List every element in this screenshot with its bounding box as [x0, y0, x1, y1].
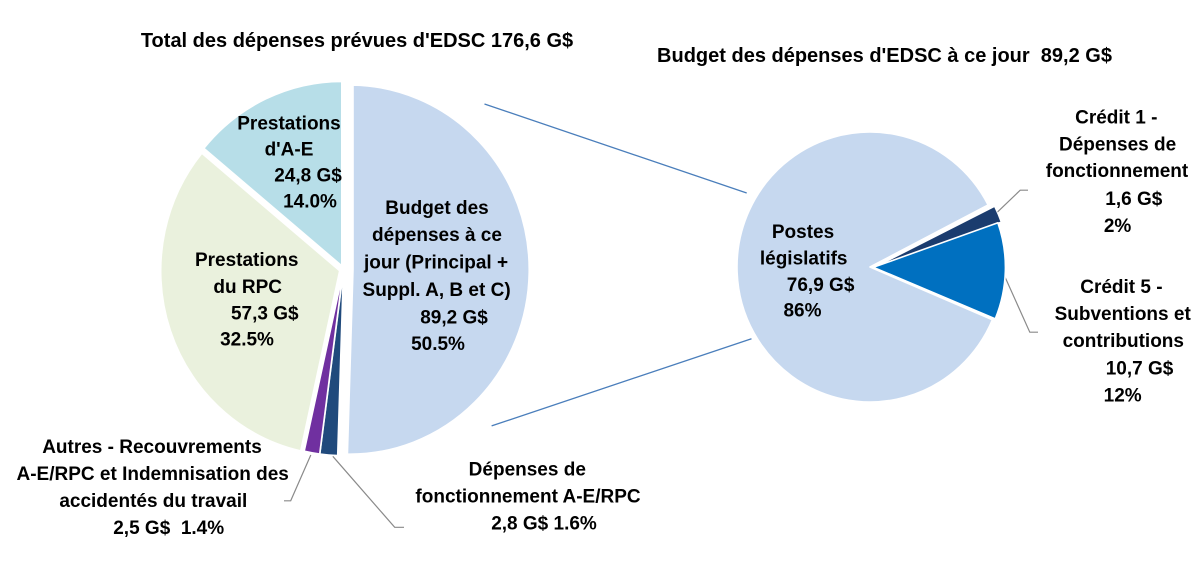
- svg-text:89,2 G$: 89,2 G$: [420, 308, 488, 329]
- svg-text:Autres - Recouvrements: Autres - Recouvrements: [42, 437, 262, 458]
- svg-text:Budget des: Budget des: [385, 198, 488, 219]
- svg-text:Prestations: Prestations: [237, 114, 340, 135]
- svg-text:Total des dépenses prévues d'E: Total des dépenses prévues d'EDSC 176,6 …: [141, 30, 573, 52]
- svg-text:Suppl. A, B et C): Suppl. A, B et C): [363, 280, 511, 301]
- svg-text:Crédit 1 -: Crédit 1 -: [1075, 107, 1157, 128]
- svg-text:76,9 G$: 76,9 G$: [787, 275, 855, 296]
- svg-text:14.0%: 14.0%: [283, 192, 337, 213]
- svg-text:10,7 G$: 10,7 G$: [1106, 359, 1174, 380]
- svg-text:Prestations: Prestations: [195, 250, 298, 271]
- svg-text:accidentés du travail: accidentés du travail: [59, 491, 247, 512]
- svg-text:législatifs: législatifs: [760, 248, 848, 269]
- svg-text:1,6 G$: 1,6 G$: [1105, 189, 1162, 210]
- svg-text:du RPC: du RPC: [213, 277, 282, 298]
- svg-text:12%: 12%: [1104, 386, 1142, 407]
- svg-text:Budget des dépenses d'EDSC à c: Budget des dépenses d'EDSC à ce jour 89,…: [657, 45, 1112, 67]
- svg-text:32.5%: 32.5%: [220, 330, 274, 351]
- svg-text:dépenses à ce: dépenses à ce: [372, 225, 502, 246]
- svg-text:Dépenses de: Dépenses de: [469, 459, 586, 480]
- svg-text:Dépenses de: Dépenses de: [1059, 135, 1176, 156]
- svg-text:contributions: contributions: [1063, 331, 1184, 352]
- svg-text:fonctionnement: fonctionnement: [1046, 161, 1189, 182]
- svg-text:24,8 G$: 24,8 G$: [274, 166, 342, 187]
- svg-text:fonctionnement A-E/RPC: fonctionnement A-E/RPC: [415, 487, 640, 508]
- svg-text:A-E/RPC et Indemnisation des: A-E/RPC et Indemnisation des: [17, 464, 289, 485]
- svg-text:d'A-E: d'A-E: [265, 140, 314, 161]
- svg-text:jour (Principal +: jour (Principal +: [363, 253, 508, 274]
- svg-text:50.5%: 50.5%: [411, 334, 465, 355]
- svg-text:2,8 G$ 1.6%: 2,8 G$ 1.6%: [491, 514, 597, 535]
- svg-text:Postes: Postes: [772, 222, 834, 243]
- svg-text:Subventions et: Subventions et: [1055, 304, 1192, 325]
- svg-text:2,5 G$ 1.4%: 2,5 G$ 1.4%: [113, 518, 224, 539]
- svg-text:2%: 2%: [1104, 216, 1132, 237]
- svg-text:57,3 G$: 57,3 G$: [231, 303, 299, 324]
- svg-text:Crédit 5 -: Crédit 5 -: [1080, 277, 1162, 298]
- svg-text:86%: 86%: [783, 301, 821, 322]
